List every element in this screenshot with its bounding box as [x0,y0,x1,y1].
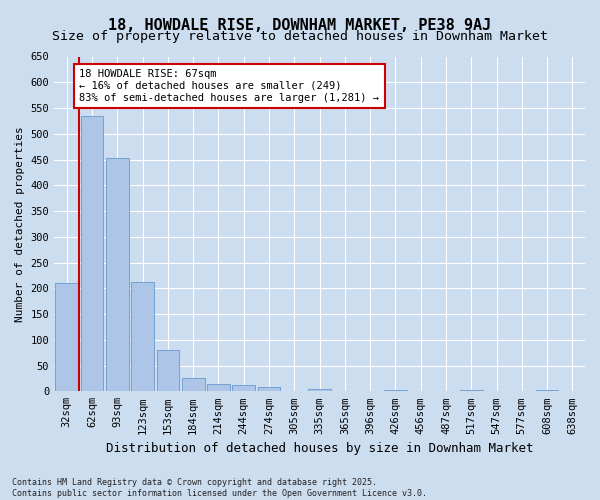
Bar [207,384,230,392]
Y-axis label: Number of detached properties: Number of detached properties [15,126,25,322]
Bar [182,378,205,392]
Bar [257,387,280,392]
Text: 18, HOWDALE RISE, DOWNHAM MARKET, PE38 9AJ: 18, HOWDALE RISE, DOWNHAM MARKET, PE38 9… [109,18,491,32]
Bar [232,385,255,392]
Bar [106,158,129,392]
X-axis label: Distribution of detached houses by size in Downham Market: Distribution of detached houses by size … [106,442,533,455]
Bar [81,116,103,392]
Bar [157,350,179,392]
Text: Size of property relative to detached houses in Downham Market: Size of property relative to detached ho… [52,30,548,43]
Bar [536,390,559,392]
Bar [460,390,482,392]
Text: 18 HOWDALE RISE: 67sqm
← 16% of detached houses are smaller (249)
83% of semi-de: 18 HOWDALE RISE: 67sqm ← 16% of detached… [79,70,379,102]
Bar [384,390,407,392]
Bar [308,388,331,392]
Bar [55,283,78,392]
Text: Contains HM Land Registry data © Crown copyright and database right 2025.
Contai: Contains HM Land Registry data © Crown c… [12,478,427,498]
Bar [131,282,154,392]
